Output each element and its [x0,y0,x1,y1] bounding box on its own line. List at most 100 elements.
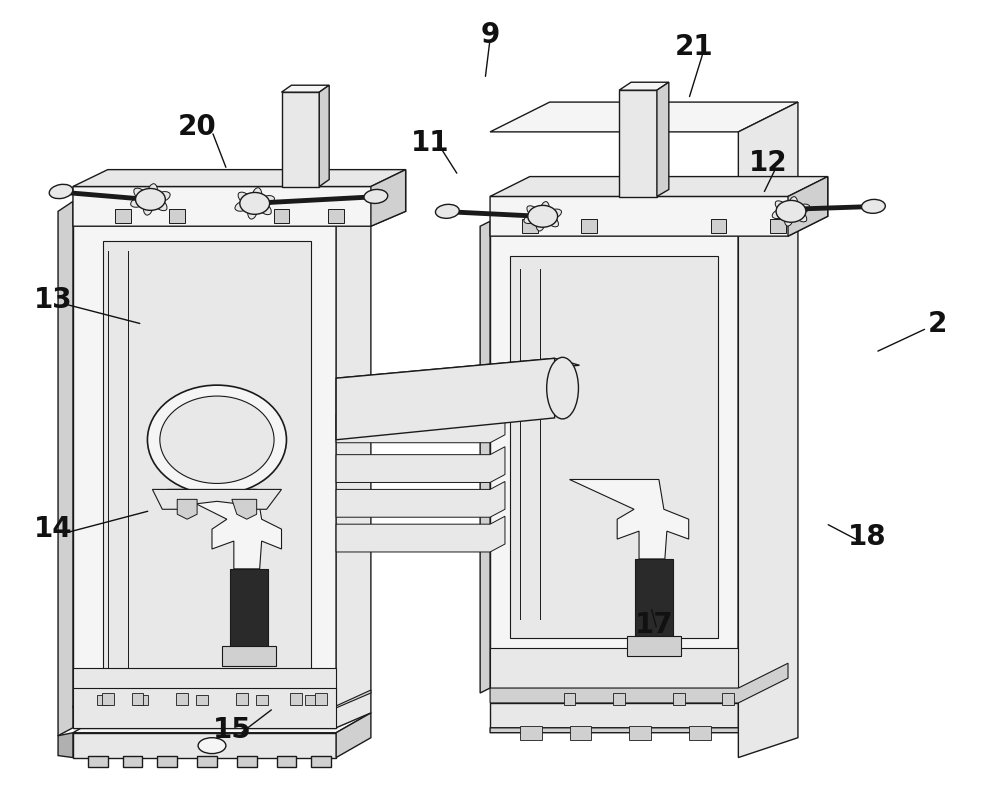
Ellipse shape [772,208,789,218]
Ellipse shape [544,214,558,227]
Polygon shape [619,83,669,90]
Bar [102,693,114,705]
Ellipse shape [788,197,798,214]
Bar [277,756,296,768]
Text: 18: 18 [848,523,887,551]
Text: 12: 12 [749,150,787,177]
Text: 21: 21 [674,33,713,61]
Bar [256,695,268,705]
Bar [88,756,108,768]
Bar [196,695,208,705]
Ellipse shape [540,201,549,219]
Polygon shape [490,222,738,688]
Polygon shape [282,85,329,92]
Ellipse shape [198,738,226,754]
Ellipse shape [49,184,73,199]
Ellipse shape [547,358,578,419]
Polygon shape [58,201,73,735]
Ellipse shape [862,199,885,214]
Polygon shape [490,703,738,728]
Ellipse shape [147,184,157,203]
Bar [115,210,131,223]
Ellipse shape [544,209,562,219]
Bar [570,726,591,739]
Text: 15: 15 [212,716,251,744]
Bar [635,559,673,638]
Polygon shape [336,447,505,482]
Ellipse shape [775,201,790,214]
Bar [230,569,268,648]
Bar [137,695,148,705]
Bar [673,693,685,705]
Polygon shape [73,688,336,728]
Polygon shape [152,489,282,510]
Polygon shape [490,176,828,236]
Text: 17: 17 [635,612,673,639]
Ellipse shape [147,385,286,494]
Ellipse shape [160,396,274,484]
Ellipse shape [240,193,270,214]
Text: 13: 13 [34,286,72,314]
Ellipse shape [143,196,154,215]
Bar [564,693,575,705]
Polygon shape [657,83,669,197]
Polygon shape [73,668,336,708]
Polygon shape [73,713,371,733]
Polygon shape [570,480,689,559]
Text: 11: 11 [411,129,450,158]
Polygon shape [167,489,282,569]
Bar [222,646,276,666]
Bar [629,726,651,739]
Polygon shape [177,499,197,519]
Polygon shape [103,241,311,678]
Polygon shape [73,170,406,187]
Ellipse shape [255,196,274,207]
Ellipse shape [536,214,545,231]
Polygon shape [490,102,798,132]
Polygon shape [371,170,406,227]
Ellipse shape [776,201,806,222]
Text: 14: 14 [34,515,72,543]
Ellipse shape [364,189,388,203]
Bar [722,693,734,705]
Bar [689,726,711,739]
Ellipse shape [528,205,558,227]
Bar [770,219,786,233]
Ellipse shape [435,205,459,218]
Bar [237,756,257,768]
Ellipse shape [793,204,810,214]
Bar [197,756,217,768]
Ellipse shape [151,192,170,203]
Polygon shape [336,187,371,728]
Bar [97,695,109,705]
Ellipse shape [792,209,807,222]
Bar [169,210,185,223]
Bar [520,726,542,739]
Polygon shape [490,703,788,733]
Bar [282,92,319,187]
Bar [290,693,302,705]
Ellipse shape [136,188,165,210]
Polygon shape [490,176,828,197]
Bar [619,90,657,197]
Ellipse shape [235,200,254,211]
Text: 20: 20 [178,113,216,142]
Ellipse shape [131,196,150,207]
Bar [613,693,625,705]
Ellipse shape [527,205,542,219]
Polygon shape [73,170,406,227]
Polygon shape [490,663,788,703]
Polygon shape [336,358,555,440]
Ellipse shape [255,200,271,214]
Polygon shape [319,85,329,187]
Bar [315,693,327,705]
Bar [236,693,248,705]
Bar [157,756,177,768]
Ellipse shape [238,192,255,207]
Ellipse shape [784,209,794,226]
Bar [522,219,538,233]
Polygon shape [510,256,718,638]
Polygon shape [738,197,788,688]
Bar [311,756,331,768]
Polygon shape [73,733,336,757]
